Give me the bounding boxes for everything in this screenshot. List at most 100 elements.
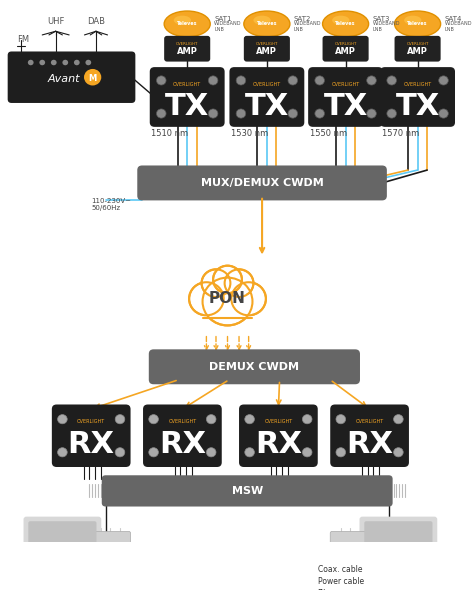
FancyBboxPatch shape [330,532,371,550]
Circle shape [208,76,218,85]
FancyBboxPatch shape [143,405,222,467]
Text: TX: TX [395,91,440,121]
Ellipse shape [394,11,441,37]
Text: Power cable: Power cable [318,578,364,586]
Text: PON: PON [209,291,246,306]
Circle shape [149,415,158,424]
Circle shape [231,282,266,315]
FancyBboxPatch shape [52,405,130,467]
Circle shape [367,109,376,118]
Circle shape [74,60,80,65]
Text: 1530 nm: 1530 nm [231,129,268,138]
Text: TX: TX [165,91,210,121]
Text: FM: FM [17,35,29,44]
FancyBboxPatch shape [150,67,225,127]
Text: WIDEBAND
LNB: WIDEBAND LNB [294,21,321,32]
Text: AMP: AMP [177,47,198,56]
Text: RX: RX [346,431,393,460]
FancyBboxPatch shape [90,532,130,550]
Circle shape [201,270,230,297]
Text: OVERLIGHT: OVERLIGHT [406,42,429,46]
Circle shape [288,109,298,118]
Text: SAT1: SAT1 [214,17,232,22]
Circle shape [302,415,312,424]
FancyBboxPatch shape [164,36,210,61]
FancyBboxPatch shape [322,36,369,61]
Ellipse shape [332,15,349,25]
Text: Televes: Televes [177,21,198,27]
FancyBboxPatch shape [330,405,409,467]
FancyBboxPatch shape [8,51,136,103]
Bar [381,572,416,575]
Circle shape [336,448,346,457]
Bar [45,572,80,575]
Text: SAT3: SAT3 [373,17,390,22]
Circle shape [208,109,218,118]
Circle shape [225,270,254,297]
Text: SAT2: SAT2 [294,17,311,22]
Circle shape [302,448,312,457]
Text: OVERLIGHT: OVERLIGHT [253,82,281,87]
Circle shape [315,76,325,85]
FancyBboxPatch shape [239,405,318,467]
Bar [58,563,67,573]
Bar [202,294,253,318]
Circle shape [189,282,224,315]
Text: OVERLIGHT: OVERLIGHT [264,419,292,424]
Ellipse shape [164,11,210,37]
Text: OVERLIGHT: OVERLIGHT [168,419,197,424]
Text: Televes: Televes [256,21,277,27]
FancyBboxPatch shape [394,36,441,61]
Text: OVERLIGHT: OVERLIGHT [403,82,432,87]
FancyBboxPatch shape [380,67,455,127]
FancyBboxPatch shape [308,67,383,127]
Circle shape [439,109,448,118]
Circle shape [236,109,246,118]
Text: AMP: AMP [256,47,277,56]
Text: 1570 nm: 1570 nm [382,129,419,138]
Text: OVERLIGHT: OVERLIGHT [77,419,105,424]
Circle shape [236,76,246,85]
FancyBboxPatch shape [359,517,438,566]
Circle shape [58,448,67,457]
Circle shape [51,60,56,65]
FancyBboxPatch shape [102,476,392,507]
Text: OVERLIGHT: OVERLIGHT [331,82,360,87]
Text: OVERLIGHT: OVERLIGHT [176,42,199,46]
Text: RX: RX [255,431,302,460]
FancyBboxPatch shape [149,349,360,384]
Circle shape [367,76,376,85]
Circle shape [84,69,101,86]
Circle shape [213,266,242,293]
Text: OVERLIGHT: OVERLIGHT [173,82,201,87]
Circle shape [288,76,298,85]
Text: SAT4: SAT4 [445,17,462,22]
Text: AMP: AMP [407,47,428,56]
Text: Coax. cable: Coax. cable [318,565,362,575]
Circle shape [156,76,166,85]
Text: TX: TX [245,91,289,121]
Ellipse shape [244,11,290,37]
Circle shape [115,415,125,424]
Text: OVERLIGHT: OVERLIGHT [356,419,384,424]
Text: Televes: Televes [407,21,428,27]
Circle shape [315,109,325,118]
Circle shape [156,109,166,118]
Circle shape [387,109,396,118]
Ellipse shape [322,11,369,37]
Circle shape [28,60,34,65]
FancyBboxPatch shape [229,67,304,127]
Circle shape [63,60,68,65]
FancyBboxPatch shape [244,36,290,61]
Text: WIDEBAND
LNB: WIDEBAND LNB [373,21,400,32]
Text: AMP: AMP [335,47,356,56]
Text: RX: RX [159,431,206,460]
Text: M: M [89,74,97,83]
Text: RX: RX [68,431,115,460]
Text: Avant: Avant [47,74,80,84]
Ellipse shape [404,15,421,25]
Text: Fiber: Fiber [318,589,337,590]
Circle shape [115,448,125,457]
Text: MSW: MSW [232,486,263,496]
Circle shape [245,448,255,457]
